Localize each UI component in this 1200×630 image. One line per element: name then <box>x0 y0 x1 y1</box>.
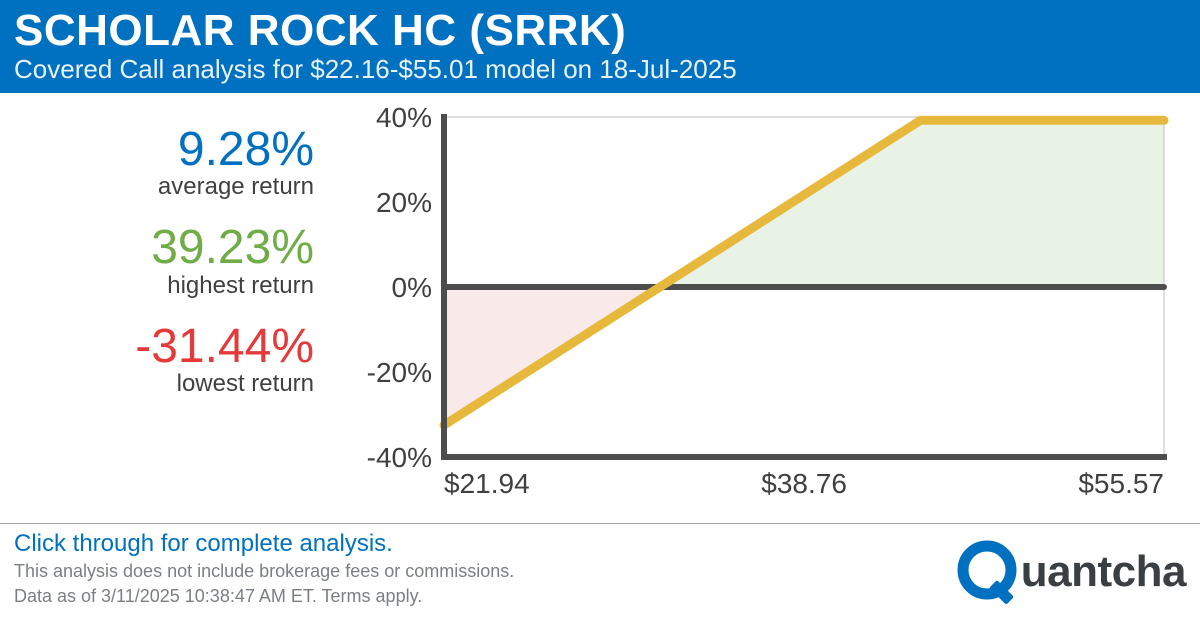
stat-highest-value: 39.23% <box>34 223 314 273</box>
cta-link[interactable]: Click through for complete analysis. <box>14 530 514 558</box>
footer-text: Click through for complete analysis. Thi… <box>14 530 514 609</box>
footer-bar: Click through for complete analysis. Thi… <box>0 523 1200 617</box>
stats-panel: 9.28% average return 39.23% highest retu… <box>4 97 344 523</box>
main-content: 9.28% average return 39.23% highest retu… <box>0 93 1200 523</box>
stat-average-label: average return <box>34 173 314 201</box>
svg-text:-40%: -40% <box>367 442 432 473</box>
payoff-chart: -40% -20% 0% 20% 40% $21.94 $38.76 $55.57 <box>344 97 1184 527</box>
svg-text:$55.57: $55.57 <box>1078 468 1164 499</box>
brand-logo: uantcha <box>953 536 1186 608</box>
stat-highest-label: highest return <box>34 272 314 300</box>
svg-text:40%: 40% <box>376 102 432 133</box>
stat-highest: 39.23% highest return <box>34 223 344 299</box>
logo-text: uantcha <box>1021 547 1186 597</box>
page-title: SCHOLAR ROCK HC (SRRK) <box>14 6 1186 56</box>
disclaimer-line-1: This analysis does not include brokerage… <box>14 560 514 583</box>
chart-container: -40% -20% 0% 20% 40% $21.94 $38.76 $55.57 <box>344 97 1196 523</box>
stat-lowest-value: -31.44% <box>34 322 314 372</box>
page-subtitle: Covered Call analysis for $22.16-$55.01 … <box>14 54 1186 85</box>
header-bar: SCHOLAR ROCK HC (SRRK) Covered Call anal… <box>0 0 1200 93</box>
stat-lowest-label: lowest return <box>34 370 314 398</box>
svg-text:0%: 0% <box>392 272 432 303</box>
stat-lowest: -31.44% lowest return <box>34 322 344 398</box>
svg-text:$21.94: $21.94 <box>444 468 530 499</box>
stat-average-value: 9.28% <box>34 125 314 175</box>
svg-text:-20%: -20% <box>367 357 432 388</box>
svg-text:20%: 20% <box>376 187 432 218</box>
stat-average: 9.28% average return <box>34 125 344 201</box>
svg-text:$38.76: $38.76 <box>761 468 847 499</box>
disclaimer-line-2: Data as of 3/11/2025 10:38:47 AM ET. Ter… <box>14 585 514 608</box>
logo-q-icon <box>953 536 1025 608</box>
